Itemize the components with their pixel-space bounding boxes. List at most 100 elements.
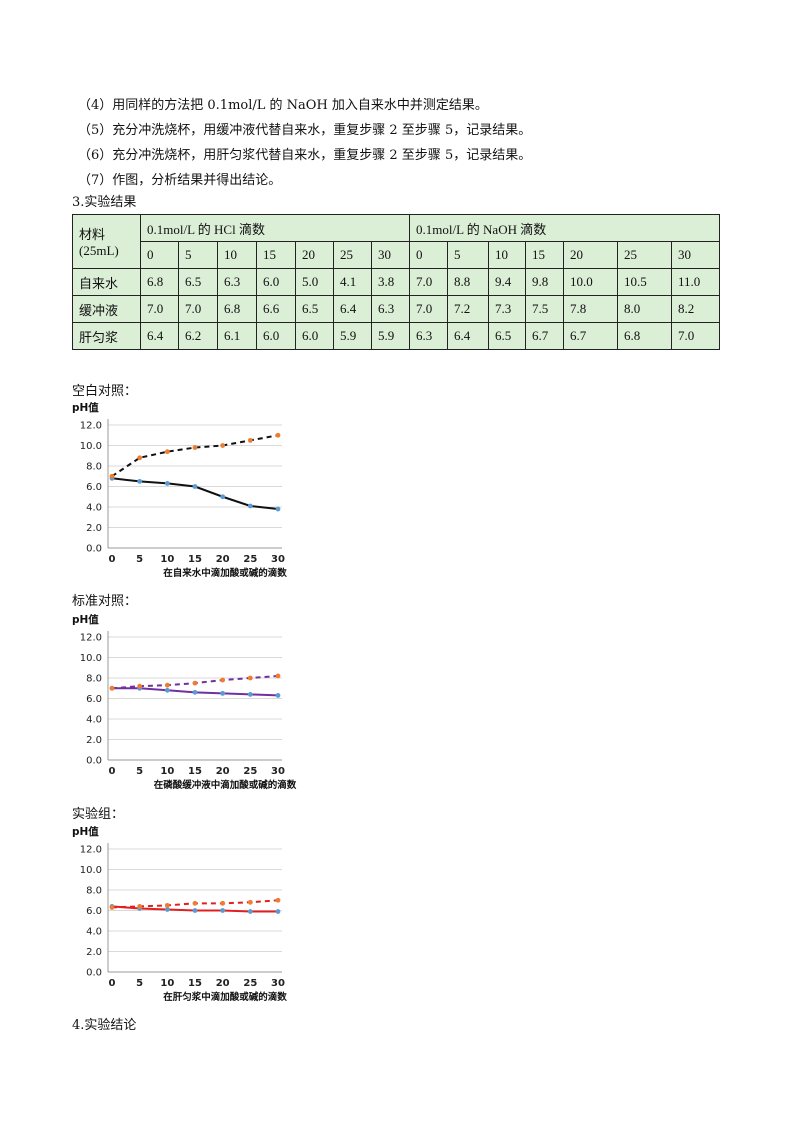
series-line-1 [111, 477, 279, 511]
x-axis-label: 在自来水中滴加酸或碱的滴数 [163, 567, 287, 579]
data-point [192, 680, 198, 686]
hcl-drop: 15 [256, 241, 296, 269]
table-cell: 6.8 [217, 295, 257, 323]
chart-experiment-group: 0.0 2.0 4.0 6.0 8.0 10.0 12.0 0 5 10 15 20 25 30 pH值 在肝… [70, 822, 310, 1012]
row-name: 自来水 [72, 268, 141, 296]
data-point [192, 908, 198, 913]
row-name: 肝匀浆 [72, 322, 141, 350]
table-cell: 7.0 [409, 268, 448, 296]
x-tick-label: 5 [136, 554, 143, 565]
table-cell: 6.5 [295, 295, 334, 323]
table-cell: 6.8 [617, 322, 672, 350]
y-tick-label: 12.0 [80, 633, 102, 644]
material-header-line2: (25mL) [79, 243, 119, 258]
table-cell: 11.0 [671, 268, 720, 296]
table-cell: 6.0 [256, 268, 296, 296]
data-point [137, 478, 143, 484]
step-6: （6）充分冲洗烧杯，用肝匀浆代替自来水，重复步骤 2 至步骤 5，记录结果。 [78, 148, 532, 163]
data-point [220, 443, 226, 448]
row-name: 缓冲液 [72, 295, 141, 323]
table-cell: 6.8 [140, 268, 179, 296]
y-tick-label: 8.0 [86, 674, 102, 685]
data-point [192, 689, 198, 695]
table-cell: 8.8 [447, 268, 489, 296]
data-point [275, 909, 281, 914]
table-cell: 7.2 [447, 295, 489, 323]
table-row: 自来水 6.8 6.5 6.3 6.0 5.0 4.1 3.8 7.0 8.8 … [72, 268, 720, 296]
series-line-2 [111, 434, 279, 478]
data-point [109, 905, 115, 910]
material-header-line1: 材料 [79, 227, 106, 242]
table-cell: 6.7 [525, 322, 564, 350]
data-point [164, 907, 170, 912]
chart-svg-experiment-group: 0.0 2.0 4.0 6.0 8.0 10.0 12.0 0 5 10 15 20 25 30 pH值在肝… [72, 825, 287, 1003]
table-cell: 7.0 [140, 295, 179, 323]
table-cell: 10.0 [563, 268, 618, 296]
step-5: （5）充分冲洗烧杯，用缓冲液代替自来水，重复步骤 2 至步骤 5，记录结果。 [78, 123, 532, 138]
x-axis-label: 在磷酸缓冲液中滴加酸或碱的滴数 [154, 779, 297, 791]
x-tick-label: 25 [243, 766, 257, 777]
y-tick-label: 0.0 [86, 756, 102, 767]
x-tick-label: 25 [243, 554, 257, 565]
y-tick-label: 2.0 [86, 735, 102, 746]
x-tick-label: 20 [216, 766, 230, 777]
x-tick-label: 15 [188, 554, 202, 565]
table-cell: 6.4 [140, 322, 179, 350]
y-tick-label: 6.0 [86, 482, 102, 493]
hcl-drop: 0 [140, 241, 179, 269]
y-tick-label: 2.0 [86, 523, 102, 534]
table-cell: 6.5 [178, 268, 218, 296]
data-point [220, 494, 226, 500]
table-cell: 6.0 [256, 322, 296, 350]
table-cell: 6.6 [256, 295, 296, 323]
data-point [247, 692, 253, 697]
data-point [275, 693, 281, 698]
table-cell: 7.5 [525, 295, 564, 323]
data-point [247, 675, 253, 681]
hcl-drop: 10 [217, 241, 257, 269]
chart-label-blank-control: 空白对照： [72, 384, 138, 399]
hcl-drop: 25 [333, 241, 372, 269]
x-tick-label: 10 [160, 978, 174, 989]
table-cell: 6.4 [333, 295, 372, 323]
chart-blank-control: 0.0 2.0 4.0 6.0 8.0 10.0 12.0 0 5 10 15 20 25 30 pH值 在自… [70, 398, 310, 586]
x-tick-label: 10 [160, 554, 174, 565]
data-point [275, 432, 281, 438]
naoh-header: 0.1mol/L 的 NaOH 滴数 [409, 214, 720, 242]
results-table: 材料 (25mL) 0.1mol/L 的 HCl 滴数 0.1mol/L 的 N… [72, 214, 720, 350]
naoh-drop: 10 [488, 241, 526, 269]
data-point [192, 445, 198, 450]
data-point [164, 481, 170, 486]
naoh-drop: 30 [671, 241, 720, 269]
table-cell: 5.0 [295, 268, 334, 296]
y-axis-label: pH值 [72, 401, 99, 414]
table-cell: 6.1 [217, 322, 257, 350]
x-tick-label: 30 [271, 766, 285, 777]
x-tick-label: 20 [216, 554, 230, 565]
y-tick-label: 0.0 [86, 544, 102, 555]
data-point [137, 455, 143, 461]
data-point [247, 899, 253, 905]
x-tick-label: 10 [160, 766, 174, 777]
x-tick-label: 5 [136, 978, 143, 989]
data-point [137, 683, 143, 689]
data-point [247, 909, 253, 914]
naoh-drop: 0 [409, 241, 448, 269]
chart-svg-blank-control: 0.0 2.0 4.0 6.0 8.0 10.0 12.0 0 5 10 15 20 25 30 pH值在自… [72, 401, 287, 579]
data-point [164, 687, 170, 693]
data-point [192, 900, 198, 906]
y-axis-label: pH值 [72, 613, 99, 626]
x-tick-label: 20 [216, 978, 230, 989]
table-cell: 5.9 [371, 322, 410, 350]
y-tick-label: 4.0 [86, 715, 102, 726]
data-point [275, 673, 281, 679]
data-point [220, 677, 226, 683]
hcl-drop: 20 [295, 241, 334, 269]
data-point [109, 685, 115, 691]
table-cell: 4.1 [333, 268, 372, 296]
chart-label-standard-control: 标准对照： [72, 594, 138, 609]
chart-svg-standard-control: 0.0 2.0 4.0 6.0 8.0 10.0 12.0 0 5 10 15 20 25 30 pH值在磷… [72, 613, 297, 791]
x-tick-label: 5 [136, 766, 143, 777]
data-point [247, 503, 253, 509]
x-tick-label: 15 [188, 766, 202, 777]
